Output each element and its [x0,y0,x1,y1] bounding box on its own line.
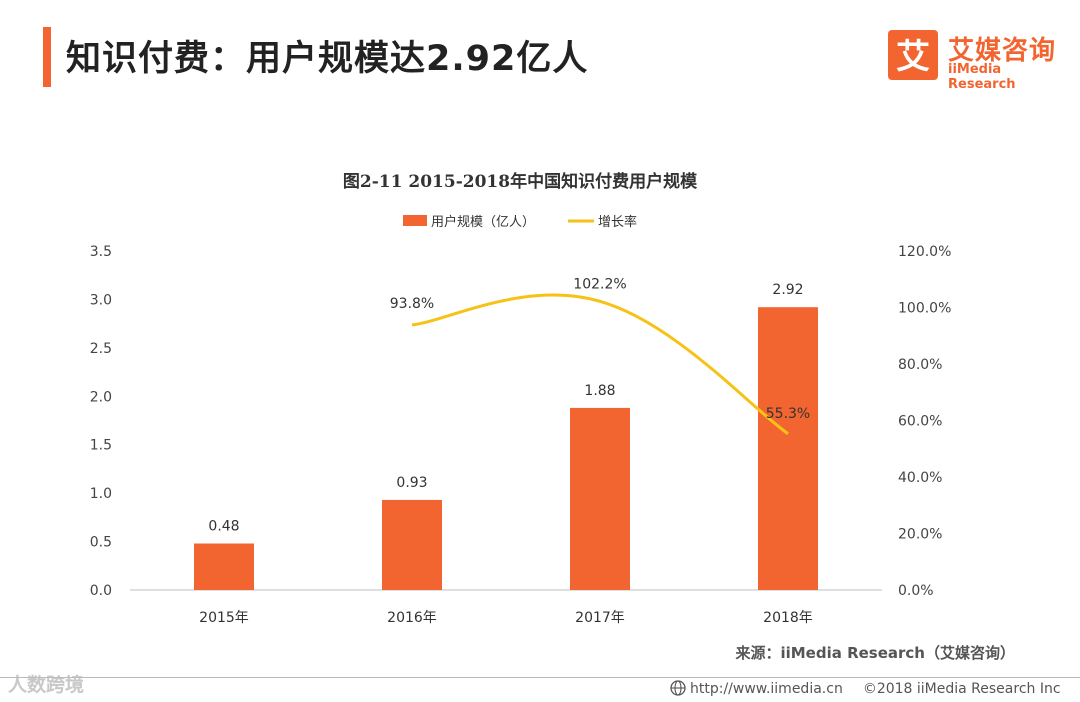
right-axis: 0.0% 20.0% 40.0% 60.0% 80.0% 100.0% 120.0% [898,244,951,599]
left-tick-label: 3.5 [90,244,112,260]
legend-bar-swatch [403,215,427,226]
left-tick-label: 0.5 [90,535,112,551]
bar-value-label: 0.93 [396,475,427,491]
footer: http://www.iimedia.cn ©2018 iiMedia Resea… [670,680,1061,700]
growth-rate-line [411,293,789,436]
left-tick-label: 1.5 [90,438,112,454]
page-title: 知识付费：用户规模达2.92亿人 [66,39,589,79]
title-accent-bar [43,27,51,87]
chart-title: 图2-11 2015-2018年中国知识付费用户规模 [343,171,698,192]
left-axis: 0.0 0.5 1.0 1.5 2.0 2.5 3.0 3.5 [90,244,112,599]
bar [570,407,630,590]
left-tick-label: 2.5 [90,341,112,357]
right-tick-label: 20.0% [898,527,942,543]
right-tick-label: 60.0% [898,414,942,430]
legend: 用户规模（亿人） 增长率 [403,214,637,230]
growth-rate-label: 93.8% [390,296,434,312]
logo-mark: 艾 [888,30,938,80]
left-tick-label: 3.0 [90,292,112,308]
growth-rate-labels: 93.8% 102.2% 55.3% [390,276,810,421]
logo-english: iiMedia Research [948,62,1016,92]
legend-line-label: 增长率 [598,214,637,230]
x-axis-labels: 2015年 2016年 2017年 2018年 [199,610,813,626]
growth-rate-label: 102.2% [573,276,626,292]
right-tick-label: 80.0% [898,357,942,373]
legend-bar-label: 用户规模（亿人） [431,214,535,230]
source-note: 来源：iiMedia Research（艾媒咨询） [735,644,1015,662]
x-tick-label: 2016年 [387,610,437,626]
bar [382,499,442,590]
bar [758,307,818,590]
brand-logo: 艾 艾媒咨询 iiMedia Research [888,30,1068,92]
x-tick-label: 2017年 [575,610,625,626]
right-tick-label: 0.0% [898,583,934,599]
bar-value-label: 1.88 [584,383,615,399]
right-tick-label: 40.0% [898,470,942,486]
bar-value-label: 2.92 [772,282,803,298]
right-tick-label: 120.0% [898,244,951,260]
growth-rate-label: 55.3% [766,406,810,422]
footer-divider [0,677,1080,678]
x-tick-label: 2018年 [763,610,813,626]
footer-url[interactable]: http://www.iimedia.cn [690,681,843,697]
left-tick-label: 0.0 [90,583,112,599]
globe-icon [670,680,686,700]
right-tick-label: 100.0% [898,301,951,317]
footer-copyright: ©2018 iiMedia Research Inc [862,681,1061,697]
left-tick-label: 2.0 [90,389,112,405]
bar [194,543,254,590]
bar-series: 0.48 0.93 1.88 2.92 [194,282,818,590]
logo-glyph: 艾 [896,37,930,77]
left-tick-label: 1.0 [90,486,112,502]
logo-glyph-icon: 艾 [896,37,930,77]
watermark: 人数跨境 [8,674,85,696]
x-tick-label: 2015年 [199,610,249,626]
logo-chinese: 艾媒咨询 [948,36,1057,66]
bar-value-label: 0.48 [208,519,239,535]
